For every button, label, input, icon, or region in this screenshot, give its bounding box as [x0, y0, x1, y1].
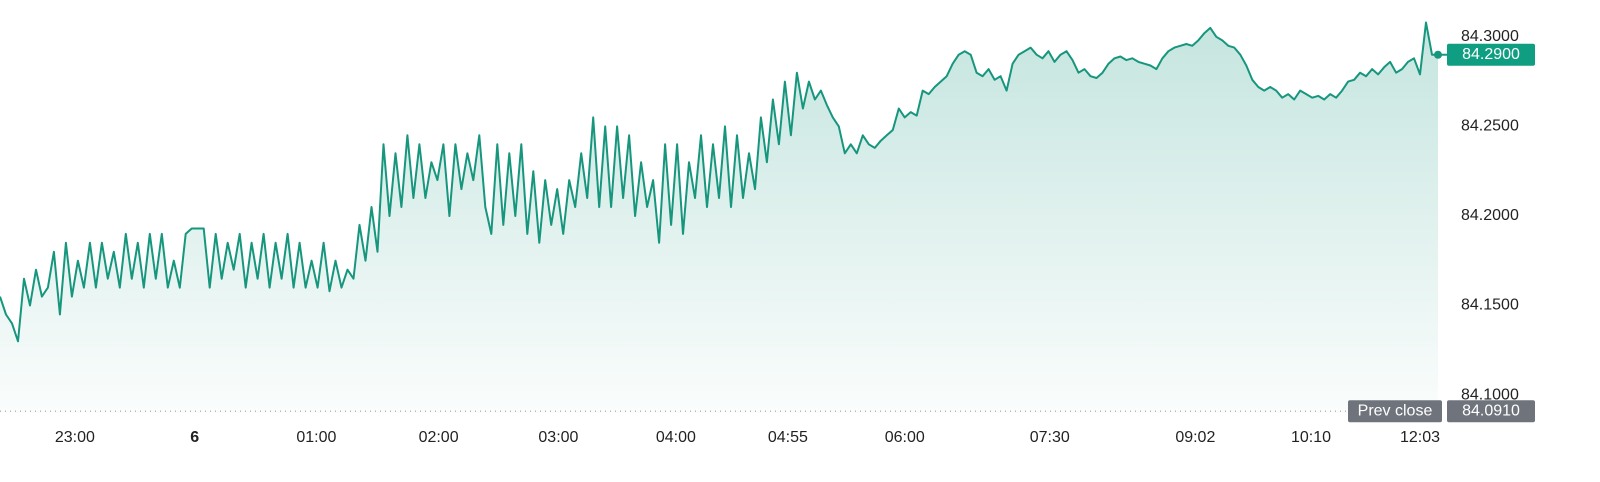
- x-tick-label: 07:30: [1030, 429, 1070, 446]
- y-tick-label: 84.1500: [1461, 297, 1519, 314]
- last-badge: [1447, 43, 1535, 66]
- x-tick-label: 01:00: [296, 429, 336, 446]
- x-tick-label: 09:02: [1175, 429, 1215, 446]
- last-dot: [1434, 50, 1442, 59]
- area: [0, 22, 1438, 413]
- y-tick-label: 84.1000: [1461, 386, 1519, 403]
- x-tick-label: 23:00: [55, 429, 95, 446]
- prev-close-name: Prev close: [1358, 402, 1433, 419]
- x-tick-label: 04:00: [656, 429, 696, 446]
- last-value: 84.2900: [1462, 46, 1520, 63]
- y-tick-label: 84.3000: [1461, 28, 1519, 45]
- x-tick-label: 10:10: [1291, 429, 1331, 446]
- x-tick-label: 12:03: [1400, 429, 1440, 446]
- x-tick-label: 6: [190, 429, 199, 446]
- x-tick-label: 02:00: [419, 429, 459, 446]
- x-tick-label: 06:00: [885, 429, 925, 446]
- prev-close-badge: [1348, 400, 1442, 423]
- y-tick-label: 84.2500: [1461, 118, 1519, 135]
- prev-close-value-badge: [1447, 400, 1535, 423]
- y-tick-label: 84.2000: [1461, 207, 1519, 224]
- line: [0, 21, 1438, 343]
- x-tick-label: 03:00: [538, 429, 578, 446]
- x-tick-label: 04:55: [768, 429, 808, 446]
- prev-close-value: 84.0910: [1462, 402, 1520, 419]
